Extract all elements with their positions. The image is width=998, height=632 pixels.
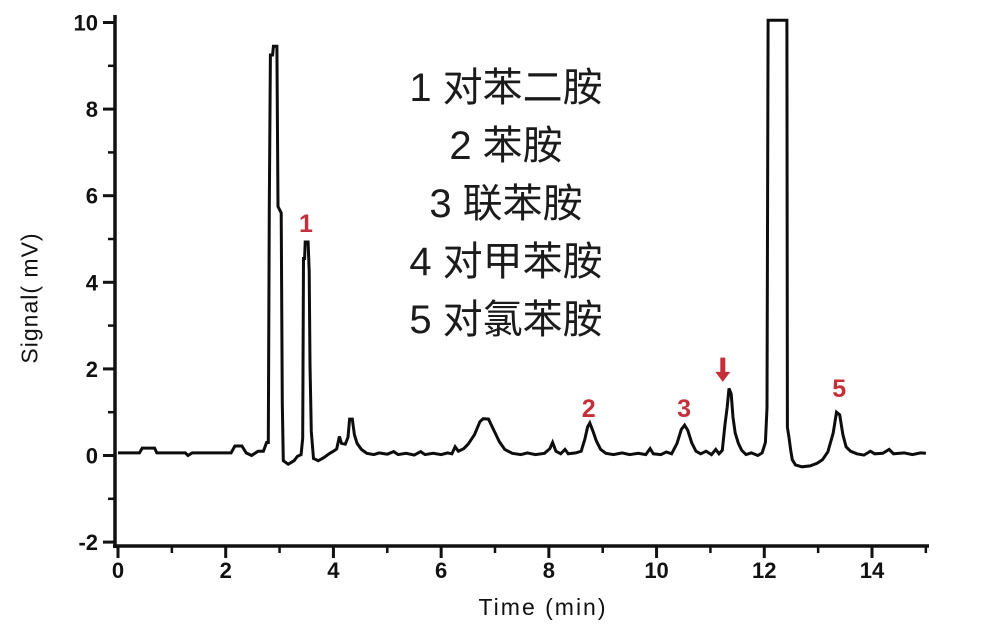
y-tick-label: -2 <box>78 530 98 555</box>
legend-line-4: 4 对甲苯胺 <box>409 240 603 284</box>
legend-line-3: 3 联苯胺 <box>429 182 583 226</box>
legend-line-2: 2 苯胺 <box>449 124 563 168</box>
peak-label-2: 2 <box>582 395 596 423</box>
y-tick-label: 8 <box>86 97 98 122</box>
x-tick-label: 0 <box>112 558 124 583</box>
x-axis-title: Time (min) <box>478 594 608 620</box>
peak-label-5: 5 <box>832 375 846 403</box>
legend-line-5: 5 对氯苯胺 <box>409 298 603 342</box>
y-tick-label: 2 <box>86 357 98 382</box>
x-tick-label: 2 <box>220 558 232 583</box>
x-tick-label: 6 <box>435 558 447 583</box>
x-tick-label: 10 <box>644 558 668 583</box>
y-tick-label: 4 <box>86 270 99 295</box>
peak-arrow-4 <box>715 357 731 382</box>
y-tick-label: 10 <box>74 11 98 36</box>
x-tick-label: 4 <box>327 558 340 583</box>
peak-label-3: 3 <box>677 395 691 423</box>
x-tick-label: 14 <box>860 558 885 583</box>
y-axis-title: Signal( mV) <box>16 232 43 364</box>
legend-line-1: 1 对苯二胺 <box>409 66 603 110</box>
x-tick-label: 8 <box>543 558 555 583</box>
peak-label-1: 1 <box>299 210 313 238</box>
x-tick-label: 12 <box>752 558 776 583</box>
chromatogram-trace <box>118 18 927 469</box>
peak-legend: 1 对苯二胺 2 苯胺 3 联苯胺 4 对甲苯胺 5 对氯苯胺 <box>350 59 662 349</box>
y-tick-label: 6 <box>86 184 98 209</box>
y-tick-label: 0 <box>86 444 98 469</box>
